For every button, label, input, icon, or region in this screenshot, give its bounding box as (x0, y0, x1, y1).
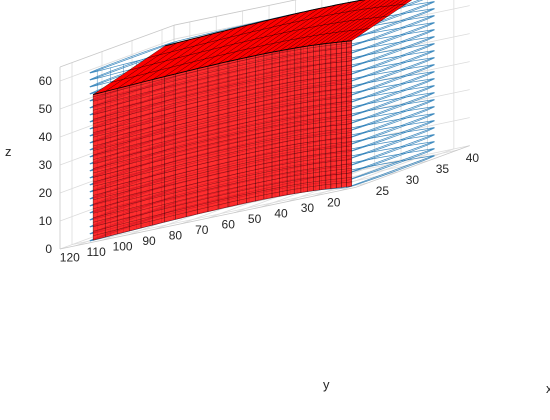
grid-line (313, 154, 428, 197)
y-tick-label: 30 (301, 201, 315, 215)
grid-line (71, 182, 368, 245)
red-surface (92, 0, 413, 241)
y-tick-label: 100 (113, 240, 133, 254)
y-tick-label: 60 (222, 218, 236, 232)
z-tick-label: 10 (39, 214, 53, 228)
y-tick-label: 90 (142, 234, 156, 248)
box-edge (173, 0, 297, 26)
z-tick-label: 20 (39, 186, 53, 200)
grid-line (59, 38, 175, 82)
box-edge (59, 24, 175, 68)
y-tick-label: 120 (60, 251, 80, 265)
box-edge (59, 187, 356, 250)
y-tick-label: 20 (327, 196, 341, 210)
z-tick-label: 60 (39, 74, 53, 88)
y-tick-label: 110 (87, 245, 106, 259)
x-axis-label: x (546, 381, 550, 396)
surface-edge-line (129, 16, 388, 71)
surface-edge-line (111, 28, 370, 83)
z-axis-label: z (5, 144, 12, 159)
y-tick-label: 50 (248, 212, 262, 226)
box-edge (355, 145, 470, 188)
x-tick-label: 25 (376, 184, 390, 198)
z-tick-label: 30 (39, 158, 53, 172)
z-tick-label: 40 (39, 130, 53, 144)
surface-band-edge (92, 40, 352, 96)
y-axis-label: y (323, 377, 330, 392)
y-tick-label: 70 (195, 223, 209, 237)
x-tick-label: 35 (436, 162, 450, 176)
z-tick-label: 0 (45, 242, 52, 256)
surface-edge-line (147, 3, 406, 59)
y-tick-label: 80 (169, 229, 183, 243)
y-tick-label: 40 (274, 207, 288, 221)
x-tick-label: 40 (466, 151, 480, 165)
axis-ticks: 0 10 20 30 40 50 60 20 30 40 50 60 70 80 90 100 110 120 25… (39, 74, 480, 265)
x-tick-label: 30 (406, 173, 420, 187)
z-tick-label: 50 (39, 102, 53, 116)
surface-top-edge (164, 0, 366, 47)
